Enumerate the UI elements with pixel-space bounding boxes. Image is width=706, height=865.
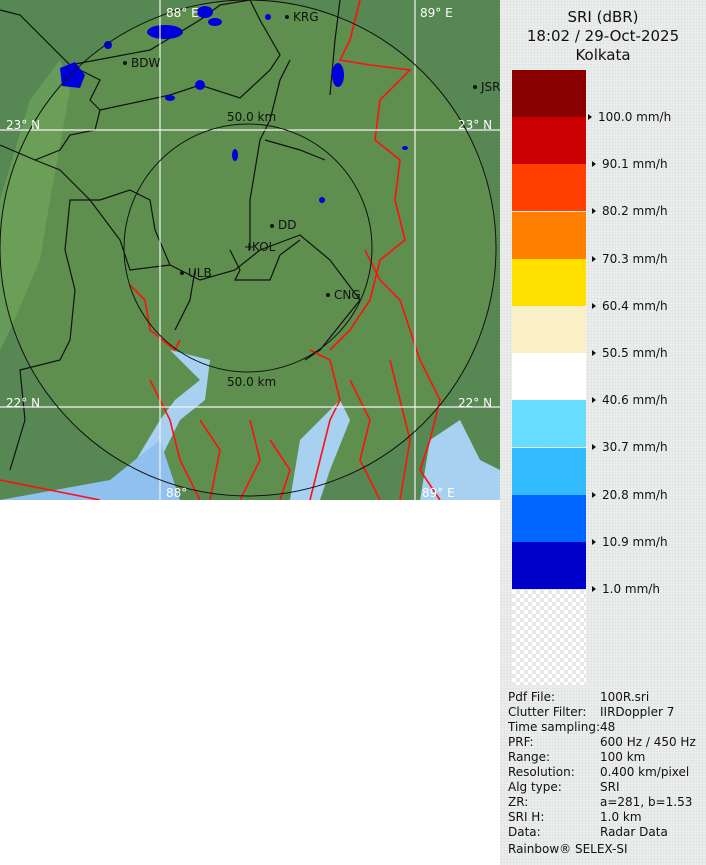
grid-label: 88° E xyxy=(166,6,199,20)
legend-band xyxy=(512,306,586,353)
legend-label: 30.7 mm/h xyxy=(592,440,668,454)
info-value: 600 Hz / 450 Hz xyxy=(600,735,696,749)
city-markers: KRG BDW JSR DD KOL ULB CNG xyxy=(123,10,500,302)
info-row: Pdf File: 100R.sri xyxy=(508,690,696,705)
bay-of-bengal xyxy=(0,440,180,500)
legend-band xyxy=(512,400,586,448)
site-name: Kolkata xyxy=(575,46,631,64)
legend-label: 80.2 mm/h xyxy=(592,204,668,218)
info-key: Range: xyxy=(508,750,551,764)
grid-label: 89° E xyxy=(422,486,455,500)
legend-band xyxy=(512,542,586,589)
product-info: Pdf File: 100R.sri Clutter Filter: IIRDoppl… xyxy=(508,690,696,857)
grid-label: 22° N xyxy=(458,396,492,410)
info-row: Time sampling: 48 xyxy=(508,720,696,735)
legend-label: 10.9 mm/h xyxy=(592,535,668,549)
info-row: ZR: a=281, b=1.53 xyxy=(508,795,696,810)
no-data-band xyxy=(512,590,586,685)
legend-label: 70.3 mm/h xyxy=(592,252,668,266)
info-key: SRI H: xyxy=(508,810,545,824)
legend-label: 20.8 mm/h xyxy=(592,488,668,502)
legend-band xyxy=(512,70,586,117)
ring-label-outer: 50.0 km xyxy=(227,375,276,389)
info-row: Alg type: SRI xyxy=(508,780,696,795)
info-row: Clutter Filter: IIRDoppler 7 xyxy=(508,705,696,720)
grid-label: 88° xyxy=(166,486,187,500)
city-label[interactable]: ULB xyxy=(188,266,212,280)
range-rings xyxy=(0,0,497,497)
info-row: Range: 100 km xyxy=(508,750,696,765)
info-value: 100 km xyxy=(600,750,646,764)
datetime: 18:02 / 29-Oct-2025 xyxy=(526,27,680,45)
info-row: Data: Radar Data xyxy=(508,825,696,840)
radar-coverage xyxy=(0,0,496,496)
grid-label: 89° E xyxy=(420,6,453,20)
legend-label: 1.0 mm/h xyxy=(592,582,660,596)
radar-map[interactable]: 50.0 km 50.0 km 88° E 89° E 23° N 23° N … xyxy=(0,0,500,500)
info-key: Clutter Filter: xyxy=(508,705,587,719)
info-value: 100R.sri xyxy=(600,690,650,704)
info-key: ZR: xyxy=(508,795,529,809)
legend-label: 90.1 mm/h xyxy=(592,157,668,171)
river-mouth xyxy=(290,400,350,500)
grid-label: 23° N xyxy=(458,118,492,132)
info-value: 48 xyxy=(600,720,616,734)
info-row: SRI H: 1.0 km xyxy=(508,810,696,825)
lat-lon-grid xyxy=(0,0,500,500)
info-key: Pdf File: xyxy=(508,690,556,704)
info-key: Data: xyxy=(508,825,541,839)
legend-band xyxy=(512,211,586,259)
info-value: IIRDoppler 7 xyxy=(600,705,675,719)
legend-band xyxy=(512,353,586,401)
legend-panel: SRI (dBR) 18:02 / 29-Oct-2025 Kolkata 10… xyxy=(500,0,706,865)
ring-label-inner: 50.0 km xyxy=(227,110,276,124)
legend-band xyxy=(512,494,586,542)
legend-label: 100.0 mm/h xyxy=(588,110,671,124)
legend-band xyxy=(512,117,586,165)
info-value: 0.400 km/pixel xyxy=(600,765,690,779)
info-value: SRI xyxy=(600,780,620,794)
info-value: 1.0 km xyxy=(600,810,642,824)
legend-band xyxy=(512,258,586,306)
legend-band xyxy=(512,447,586,495)
info-key: Alg type: xyxy=(508,780,562,794)
rain-echoes xyxy=(60,6,408,203)
legend-label: 40.6 mm/h xyxy=(592,393,668,407)
city-label[interactable]: BDW xyxy=(131,56,160,70)
rivers xyxy=(0,0,441,500)
city-label[interactable]: KOL xyxy=(252,240,276,254)
footer-credit: Rainbow® SELEX-SI xyxy=(508,842,628,856)
legend-label: 50.5 mm/h xyxy=(592,346,668,360)
city-label[interactable]: KRG xyxy=(293,10,319,24)
city-label[interactable]: DD xyxy=(278,218,296,232)
grid-label: 22° N xyxy=(6,396,40,410)
info-value: Radar Data xyxy=(600,825,668,839)
product-title: SRI (dBR) xyxy=(567,8,639,26)
city-label[interactable]: JSR xyxy=(480,80,500,94)
info-key: PRF: xyxy=(508,735,534,749)
info-value: a=281, b=1.53 xyxy=(600,795,693,809)
terrain-highlight xyxy=(0,60,70,350)
meghna-water xyxy=(420,420,500,500)
legend-band xyxy=(512,164,586,212)
city-label[interactable]: CNG xyxy=(334,288,361,302)
grid-label: 23° N xyxy=(6,118,40,132)
info-key: Resolution: xyxy=(508,765,575,779)
info-key: Time sampling: xyxy=(508,720,601,734)
legend-label: 60.4 mm/h xyxy=(592,299,668,313)
info-row: Resolution: 0.400 km/pixel xyxy=(508,765,696,780)
info-row: PRF: 600 Hz / 450 Hz xyxy=(508,735,696,750)
